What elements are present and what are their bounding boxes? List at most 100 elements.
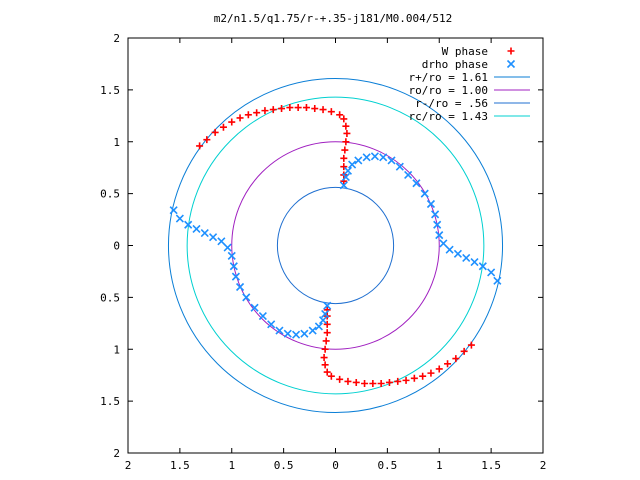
point-1-29 [308, 326, 317, 335]
point-0-45 [323, 368, 331, 376]
point-0-44 [327, 372, 335, 380]
legend-label-0: W phase [442, 45, 488, 58]
series-1 [169, 152, 502, 339]
point-1-35 [258, 311, 267, 321]
x-tick-label-4: 0 [332, 459, 339, 472]
point-1-47 [184, 220, 193, 229]
point-1-11 [412, 179, 421, 188]
point-1-32 [283, 329, 292, 338]
point-1-3 [348, 160, 357, 169]
circle-1 [231, 141, 440, 350]
point-0-22 [341, 146, 349, 154]
point-0-42 [344, 377, 352, 385]
point-0-18 [340, 115, 348, 123]
point-1-28 [314, 322, 323, 331]
point-1-41 [227, 251, 236, 260]
point-0-9 [269, 106, 277, 114]
circle-3 [186, 96, 485, 395]
point-0-12 [294, 104, 302, 112]
point-1-20 [462, 253, 471, 263]
point-0-51 [323, 320, 331, 328]
point-1-40 [229, 262, 238, 271]
point-0-30 [444, 360, 452, 368]
point-1-23 [487, 268, 496, 277]
point-0-11 [286, 104, 294, 112]
point-0-46 [321, 361, 329, 369]
point-0-36 [394, 377, 402, 385]
point-1-0 [339, 181, 348, 190]
point-0-15 [319, 106, 327, 114]
point-1-2 [343, 166, 353, 175]
point-0-6 [244, 111, 252, 119]
point-0-13 [302, 104, 310, 112]
point-0-4 [228, 118, 236, 126]
point-1-17 [439, 239, 448, 248]
legend-label-1: drho phase [422, 58, 488, 71]
point-1-34 [267, 320, 276, 329]
point-1-15 [433, 220, 442, 229]
point-1-6 [370, 152, 379, 161]
x-axis-ticks: 2 1.5 1 0.5 0 0.5 1 1.5 2 [125, 38, 547, 472]
point-1-25 [323, 301, 332, 310]
point-1-18 [445, 245, 454, 254]
series-0 [196, 104, 475, 387]
point-0-3 [219, 123, 227, 131]
point-0-47 [320, 354, 328, 362]
point-0-8 [261, 107, 269, 115]
point-0-17 [336, 111, 344, 119]
y-tick-label-7: 1.5 [100, 395, 120, 408]
reference-circles [167, 77, 504, 414]
point-0-41 [352, 378, 360, 386]
y-tick-label-0: 2 [113, 32, 120, 45]
point-0-40 [361, 379, 369, 387]
point-0-5 [236, 114, 244, 122]
point-1-8 [387, 156, 396, 165]
point-0-7 [253, 109, 261, 117]
point-1-33 [275, 326, 284, 335]
legend-label-4: r-/ro = .56 [415, 97, 488, 110]
legend-label-5: rc/ro = 1.43 [409, 110, 488, 123]
point-1-1 [341, 172, 350, 182]
point-0-37 [385, 378, 393, 386]
point-1-13 [426, 199, 436, 209]
x-tick-label-2: 1 [228, 459, 235, 472]
point-0-21 [342, 138, 350, 146]
y-tick-label-8: 2 [113, 447, 120, 460]
point-1-10 [404, 170, 413, 180]
point-1-36 [250, 303, 259, 312]
point-1-49 [169, 206, 178, 215]
y-tick-label-1: 1.5 [100, 84, 120, 97]
x-tick-label-7: 1.5 [481, 459, 501, 472]
point-1-46 [192, 224, 201, 233]
x-tick-label-6: 1 [436, 459, 443, 472]
y-tick-label-6: 1 [113, 343, 120, 356]
point-1-5 [362, 153, 371, 162]
point-0-34 [410, 374, 418, 382]
point-0-38 [377, 379, 385, 387]
x-tick-label-3: 0.5 [274, 459, 294, 472]
point-0-2 [211, 128, 219, 136]
x-tick-label-1: 1.5 [170, 459, 190, 472]
point-1-16 [435, 231, 444, 240]
x-tick-label-0: 2 [125, 459, 132, 472]
point-0-33 [419, 372, 427, 380]
chart-title: m2/n1.5/q1.75/r-+.35-j181/M0.004/512 [214, 12, 452, 25]
point-0-16 [327, 108, 335, 116]
legend-label-3: ro/ro = 1.00 [409, 84, 488, 97]
point-1-37 [242, 293, 251, 302]
point-0-39 [369, 379, 377, 387]
legend-swatch-1 [506, 59, 516, 69]
point-0-48 [321, 345, 329, 353]
point-1-38 [235, 282, 245, 292]
point-1-22 [478, 262, 487, 271]
point-0-1 [203, 136, 211, 144]
point-1-12 [420, 189, 429, 198]
point-0-32 [427, 369, 435, 377]
point-1-9 [395, 162, 404, 171]
point-1-21 [470, 258, 479, 267]
point-1-14 [431, 210, 440, 219]
point-0-20 [343, 129, 351, 137]
x-tick-label-8: 2 [540, 459, 547, 472]
